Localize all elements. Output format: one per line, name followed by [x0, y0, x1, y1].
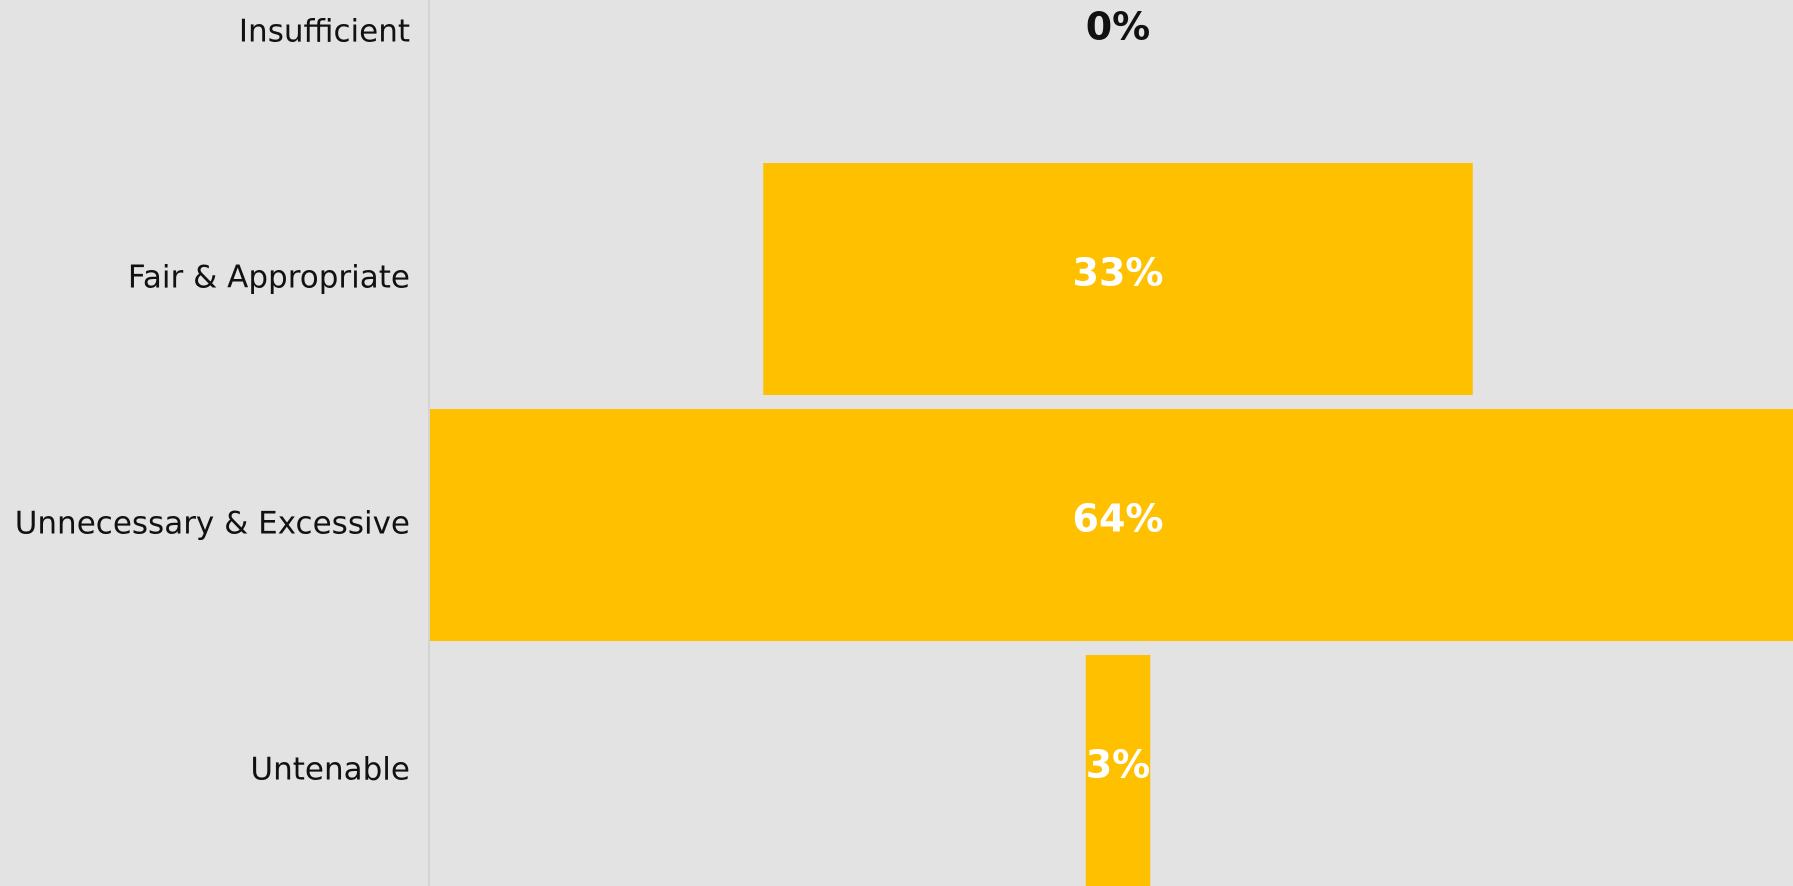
category-label: Untenable [250, 752, 410, 788]
value-label: 33% [1073, 251, 1164, 295]
category-label: Fair & Appropriate [128, 260, 410, 296]
category-label: Unnecessary & Excessive [15, 506, 410, 542]
page: {"chart_data": {"type": "bar", "orientat… [0, 0, 1793, 886]
chart: Insufficient 0% Fair & Appropriate 33% Unnec… [0, 0, 1793, 886]
value-label: 3% [1086, 743, 1151, 787]
category-label: Insufficient [239, 14, 410, 50]
value-label: 0% [1086, 5, 1151, 49]
value-label: 64% [1073, 497, 1164, 541]
